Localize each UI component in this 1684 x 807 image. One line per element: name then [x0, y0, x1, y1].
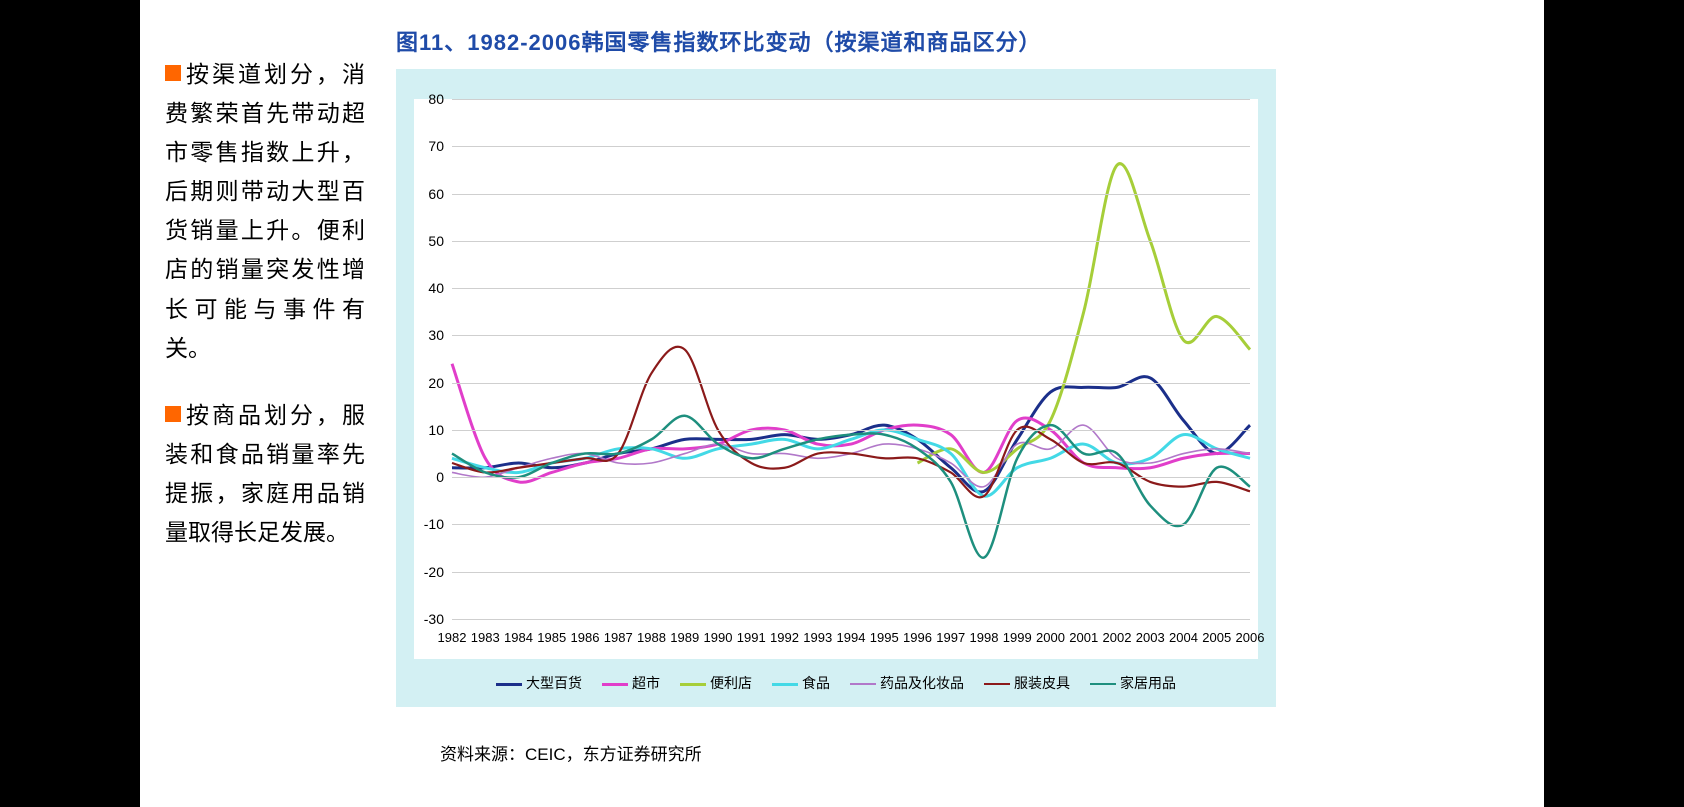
x-tick-label: 2006 — [1236, 630, 1265, 645]
x-tick-label: 2004 — [1169, 630, 1198, 645]
slide-page: 按渠道划分，消费繁荣首先带动超市零售指数上升，后期则带动大型百货销量上升。便利店… — [140, 0, 1544, 807]
x-tick-label: 1996 — [903, 630, 932, 645]
sidebar-text: 按渠道划分，消费繁荣首先带动超市零售指数上升，后期则带动大型百货销量上升。便利店… — [165, 55, 365, 580]
legend-label: 食品 — [802, 675, 830, 691]
legend-swatch — [602, 683, 628, 686]
y-tick-label: -20 — [424, 564, 444, 580]
legend-swatch — [496, 683, 522, 686]
gridline — [452, 524, 1250, 525]
legend-swatch — [1090, 683, 1116, 685]
plot-area — [452, 99, 1250, 619]
gridline — [452, 146, 1250, 147]
series-line — [918, 164, 1251, 473]
bullet-icon — [165, 406, 181, 422]
x-tick-label: 1991 — [737, 630, 766, 645]
y-tick-label: 80 — [428, 91, 444, 107]
x-tick-label: 1998 — [970, 630, 999, 645]
legend-label: 大型百货 — [526, 675, 582, 691]
legend: 大型百货 超市 便利店 食品 药品及化妆品 服装皮具 家居用品 — [414, 659, 1258, 693]
x-tick-label: 1984 — [504, 630, 533, 645]
x-tick-label: 2003 — [1136, 630, 1165, 645]
y-tick-label: -30 — [424, 611, 444, 627]
x-tick-label: 1999 — [1003, 630, 1032, 645]
y-tick-label: 60 — [428, 186, 444, 202]
legend-label: 服装皮具 — [1014, 675, 1070, 691]
legend-item: 家居用品 — [1090, 673, 1176, 693]
legend-swatch — [984, 683, 1010, 685]
bullet-para-2: 按商品划分，服装和食品销量率先提振，家庭用品销量取得长足发展。 — [165, 396, 365, 552]
legend-swatch — [680, 683, 706, 686]
x-tick-label: 1993 — [803, 630, 832, 645]
y-tick-label: 70 — [428, 138, 444, 154]
gridline — [452, 619, 1250, 620]
legend-label: 家居用品 — [1120, 675, 1176, 691]
chart-lines — [452, 99, 1250, 619]
plot: -30-20-1001020304050607080 1982198319841… — [414, 99, 1258, 659]
y-tick-label: 0 — [436, 469, 444, 485]
legend-item: 药品及化妆品 — [850, 673, 964, 693]
gridline — [452, 335, 1250, 336]
gridline — [452, 383, 1250, 384]
y-tick-label: 30 — [428, 327, 444, 343]
y-tick-label: 20 — [428, 375, 444, 391]
legend-label: 药品及化妆品 — [880, 675, 964, 691]
x-tick-label: 2000 — [1036, 630, 1065, 645]
legend-label: 便利店 — [710, 675, 752, 691]
x-tick-label: 2005 — [1202, 630, 1231, 645]
gridline — [452, 477, 1250, 478]
y-tick-label: 50 — [428, 233, 444, 249]
x-tick-label: 1997 — [936, 630, 965, 645]
chart-box: -30 -20 -10 0 10 20 30 40 50 60 70 80 1982 1983 1984 1… — [396, 69, 1276, 707]
legend-item: 服装皮具 — [984, 673, 1070, 693]
y-axis: -30-20-1001020304050607080 — [414, 99, 450, 619]
legend-swatch — [850, 683, 876, 685]
x-tick-label: 1992 — [770, 630, 799, 645]
legend-item: 超市 — [602, 673, 660, 693]
legend-label: 超市 — [632, 675, 660, 691]
legend-item: 大型百货 — [496, 673, 582, 693]
x-axis: 1982198319841985198619871988198919901991… — [452, 625, 1250, 649]
gridline — [452, 430, 1250, 431]
series-line — [452, 416, 1250, 558]
x-tick-label: 1994 — [837, 630, 866, 645]
x-tick-label: 1985 — [537, 630, 566, 645]
x-tick-label: 2002 — [1103, 630, 1132, 645]
chart-title: 图11、1982-2006韩国零售指数环比变动（按渠道和商品区分） — [396, 25, 1276, 57]
legend-item: 食品 — [772, 673, 830, 693]
x-tick-label: 1986 — [571, 630, 600, 645]
source-text: 资料来源：CEIC，东方证券研究所 — [440, 740, 702, 765]
chart-area: 图11、1982-2006韩国零售指数环比变动（按渠道和商品区分） -30 -20… — [396, 25, 1276, 707]
y-tick-label: -10 — [424, 516, 444, 532]
x-tick-label: 1988 — [637, 630, 666, 645]
gridline — [452, 241, 1250, 242]
gridline — [452, 194, 1250, 195]
bullet-icon — [165, 65, 181, 81]
x-tick-label: 1989 — [670, 630, 699, 645]
x-tick-label: 2001 — [1069, 630, 1098, 645]
gridline — [452, 288, 1250, 289]
x-tick-label: 1995 — [870, 630, 899, 645]
legend-swatch — [772, 683, 798, 686]
para1-text: 按渠道划分，消费繁荣首先带动超市零售指数上升，后期则带动大型百货销量上升。便利店… — [165, 62, 365, 361]
gridline — [452, 572, 1250, 573]
y-tick-label: 40 — [428, 280, 444, 296]
legend-item: 便利店 — [680, 673, 752, 693]
y-tick-label: 10 — [428, 422, 444, 438]
x-tick-label: 1983 — [471, 630, 500, 645]
x-tick-label: 1990 — [704, 630, 733, 645]
gridline — [452, 99, 1250, 100]
bullet-para-1: 按渠道划分，消费繁荣首先带动超市零售指数上升，后期则带动大型百货销量上升。便利店… — [165, 55, 365, 368]
x-tick-label: 1987 — [604, 630, 633, 645]
x-tick-label: 1982 — [438, 630, 467, 645]
para2-text: 按商品划分，服装和食品销量率先提振，家庭用品销量取得长足发展。 — [165, 403, 365, 545]
